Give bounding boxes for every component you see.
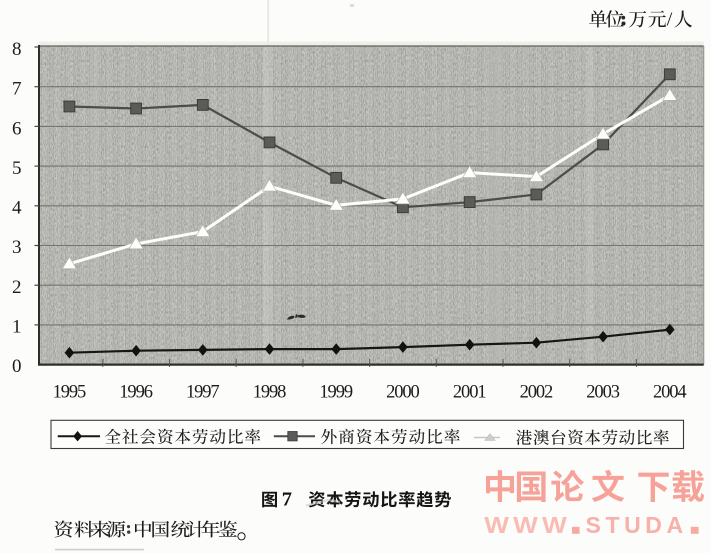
- svg-text:2004: 2004: [653, 382, 686, 402]
- svg-text:7: 7: [282, 489, 292, 511]
- svg-text:WWW: WWW: [484, 514, 571, 539]
- svg-text:7: 7: [12, 79, 22, 100]
- svg-text:1997: 1997: [186, 382, 219, 402]
- svg-text:2001: 2001: [453, 382, 486, 402]
- svg-text:1998: 1998: [253, 382, 286, 402]
- svg-text:STUDA: STUDA: [586, 512, 688, 538]
- svg-text:0: 0: [12, 356, 22, 377]
- svg-text:3: 3: [12, 237, 22, 258]
- svg-text:1995: 1995: [53, 382, 86, 402]
- svg-text:1999: 1999: [319, 382, 352, 402]
- svg-text:4: 4: [12, 198, 22, 219]
- svg-text:8: 8: [12, 39, 22, 60]
- svg-text:/: /: [667, 9, 673, 31]
- svg-text:2: 2: [12, 277, 22, 298]
- svg-text:1996: 1996: [119, 382, 152, 402]
- svg-text:2003: 2003: [586, 382, 619, 402]
- svg-text:2002: 2002: [520, 382, 553, 402]
- svg-text:2000: 2000: [386, 382, 419, 402]
- svg-text:6: 6: [12, 118, 22, 139]
- svg-text:5: 5: [12, 158, 22, 179]
- svg-text:1: 1: [12, 317, 22, 338]
